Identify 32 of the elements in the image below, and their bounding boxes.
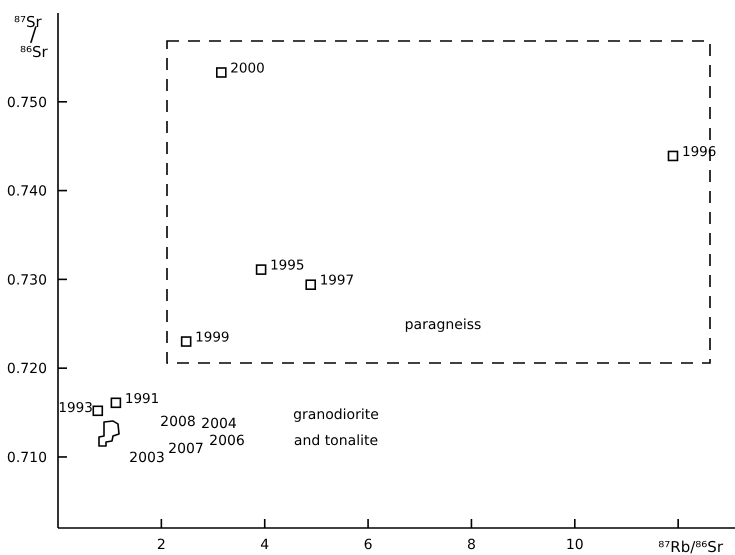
annotation: 2004 bbox=[201, 416, 237, 432]
annotation: granodiorite and tonalite bbox=[293, 406, 379, 449]
point bbox=[110, 398, 122, 408]
annotation: 1997 bbox=[320, 272, 354, 288]
annotation: 2000 bbox=[230, 60, 265, 76]
point bbox=[180, 336, 192, 347]
annotation: 2006 bbox=[209, 432, 245, 449]
y-tick-label: 0.710 bbox=[6, 450, 47, 466]
point bbox=[305, 279, 316, 290]
y-tick-label: 0.750 bbox=[6, 94, 47, 111]
y-tick-label: 0.730 bbox=[6, 272, 47, 288]
point bbox=[668, 150, 678, 162]
annotation: 1999 bbox=[195, 329, 230, 346]
annotation: 1991 bbox=[124, 390, 160, 407]
annotation: paragneiss bbox=[404, 316, 482, 333]
x-tick-label: 4 bbox=[260, 536, 270, 553]
y-axis-title: ⁸⁷Sr/⁸⁶Sr bbox=[14, 13, 49, 61]
y-tick-label: 0.720 bbox=[6, 361, 47, 378]
x-tick-label: 6 bbox=[364, 536, 373, 553]
annotation: 2008 bbox=[160, 414, 196, 430]
x-tick-label: 2 bbox=[156, 536, 166, 553]
point bbox=[256, 264, 266, 275]
annotation: 1995 bbox=[270, 257, 304, 274]
point bbox=[92, 405, 104, 416]
point bbox=[216, 67, 227, 78]
x-tick-label: 8 bbox=[466, 536, 476, 553]
annotation: 1993 bbox=[58, 399, 93, 416]
x-tick-label: 10 bbox=[566, 536, 584, 553]
x-axis-title: ⁸⁷Rb/⁸⁶Sr bbox=[658, 538, 724, 555]
y-tick-label: 0.740 bbox=[6, 184, 47, 200]
annotation: 2007 bbox=[168, 440, 204, 457]
annotation: 2003 bbox=[129, 450, 165, 466]
